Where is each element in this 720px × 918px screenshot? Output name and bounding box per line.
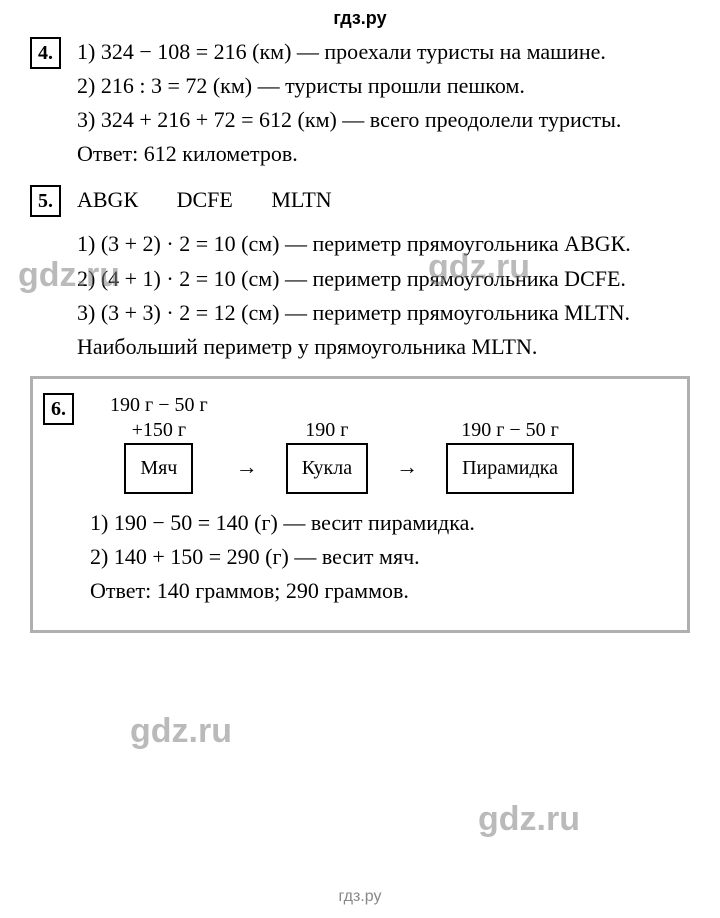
p6-col1-label-a: 190 г − 50 г — [110, 393, 208, 418]
p4-line2: 2) 216 : 3 = 72 (км) — туристы прошли пе… — [77, 69, 690, 103]
p5-line2: 2) (4 + 1) · 2 = 10 (см) — периметр прям… — [77, 262, 690, 296]
p6-box-ball: Мяч — [124, 443, 193, 494]
p6-col1-label: 190 г − 50 г +150 г — [110, 391, 208, 443]
p5-conclusion: Наибольший периметр у прямоугольника MLT… — [77, 330, 690, 364]
problem-4-body: 1) 324 − 108 = 216 (км) — проехали турис… — [77, 35, 690, 171]
p4-line1: 1) 324 − 108 = 216 (км) — проехали турис… — [77, 35, 690, 69]
arrow-icon: → — [236, 450, 258, 494]
problem-number-6: 6. — [43, 393, 74, 425]
p6-col3-label-text: 190 г − 50 г — [461, 418, 559, 443]
p6-col2-label-text: 190 г — [305, 418, 348, 443]
page-header: гдз.ру — [0, 0, 720, 35]
watermark-4: gdz.ru — [478, 800, 580, 839]
p4-line3: 3) 324 + 216 + 72 = 612 (км) — всего пре… — [77, 103, 690, 137]
p6-box-pyramid: Пирамидка — [446, 443, 574, 494]
problem-6-body: 190 г − 50 г +150 г Мяч → 190 г Кукла → — [90, 391, 677, 608]
problem-6: 6. 190 г − 50 г +150 г Мяч → 190 г — [43, 391, 677, 608]
problem-4: 4. 1) 324 − 108 = 216 (км) — проехали ту… — [30, 35, 690, 171]
p4-answer: Ответ: 612 километров. — [77, 137, 690, 171]
page-footer: гдз.ру — [0, 888, 720, 906]
arrow-icon-2: → — [396, 450, 418, 494]
p6-line1: 1) 190 − 50 = 140 (г) — весит пирамидка. — [90, 506, 677, 540]
p5-line3: 3) (3 + 3) · 2 = 12 (см) — периметр прям… — [77, 296, 690, 330]
p6-line2: 2) 140 + 150 = 290 (г) — весит мяч. — [90, 540, 677, 574]
p6-answer: Ответ: 140 граммов; 290 граммов. — [90, 574, 677, 608]
p6-col3: 190 г − 50 г Пирамидка — [446, 391, 574, 494]
p5-line1: 1) (3 + 2) · 2 = 10 (см) — периметр прям… — [77, 227, 690, 261]
p6-col2-label: 190 г — [305, 391, 348, 443]
document-content: 4. 1) 324 − 108 = 216 (км) — проехали ту… — [0, 35, 720, 633]
problem-5: 5. ABGК DCFE MLTN 1) (3 + 2) · 2 = 10 (с… — [30, 183, 690, 363]
p6-col2: 190 г Кукла — [286, 391, 368, 494]
problem-5-body: ABGК DCFE MLTN 1) (3 + 2) · 2 = 10 (см) … — [77, 183, 690, 363]
problem-number-4: 4. — [30, 37, 61, 69]
p6-col1-label-b: +150 г — [110, 418, 208, 443]
problem-number-5: 5. — [30, 185, 61, 217]
p5-rectnames: ABGК DCFE MLTN — [77, 183, 690, 217]
p6-col1: 190 г − 50 г +150 г Мяч — [110, 391, 208, 494]
watermark-3: gdz.ru — [130, 712, 232, 751]
problem-6-frame: 6. 190 г − 50 г +150 г Мяч → 190 г — [30, 376, 690, 633]
p6-diagram: 190 г − 50 г +150 г Мяч → 190 г Кукла → — [110, 391, 677, 494]
p6-box-doll: Кукла — [286, 443, 368, 494]
p6-col3-label: 190 г − 50 г — [461, 391, 559, 443]
